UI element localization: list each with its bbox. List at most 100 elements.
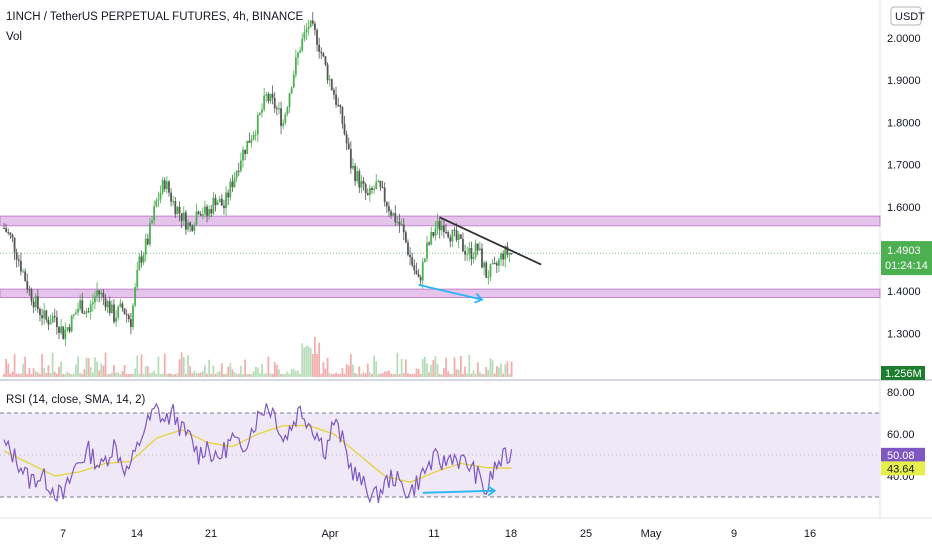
candle-body: [320, 51, 323, 54]
candle-body: [197, 211, 200, 214]
currency-button-label[interactable]: USDT: [895, 11, 925, 23]
candle-body: [104, 297, 107, 308]
volume-bar: [159, 373, 162, 377]
candle-body: [400, 224, 403, 226]
candle-body: [206, 206, 208, 216]
volume-bar: [426, 363, 428, 377]
candle-body: [261, 109, 263, 113]
candle-body: [256, 114, 259, 135]
candle-body: [301, 38, 304, 51]
volume-bar: [157, 356, 160, 377]
candle-body: [502, 253, 505, 260]
candle-body: [275, 108, 278, 110]
time-tick-label: 18: [505, 528, 517, 540]
candle-body: [130, 319, 132, 328]
volume-bar: [134, 368, 137, 377]
candle-body: [102, 292, 105, 298]
candle-body: [447, 232, 450, 238]
price-arrow-head: [474, 293, 484, 304]
candle-body: [210, 209, 213, 214]
candle-body: [413, 265, 416, 271]
candle-body: [233, 177, 236, 188]
volume-bar: [142, 373, 145, 377]
volume-bar: [459, 355, 462, 377]
volume-bar: [398, 373, 401, 377]
candle-body: [62, 326, 65, 339]
candle-body: [373, 189, 376, 191]
volume-bar: [385, 371, 388, 377]
rsi-divergence-arrow[interactable]: [422, 485, 497, 497]
candle-body: [506, 246, 509, 255]
volume-bar: [235, 373, 238, 377]
volume-bar: [282, 373, 285, 377]
volume-bar: [244, 359, 247, 377]
candle-body: [457, 234, 460, 240]
candle-body: [246, 140, 249, 154]
volume-bar: [261, 363, 263, 377]
volume-bar: [438, 373, 441, 377]
volume-bar: [506, 361, 509, 377]
volume-bar: [358, 366, 361, 377]
candle-body: [159, 192, 162, 200]
currency-button[interactable]: USDT: [890, 6, 925, 26]
volume-bar: [212, 365, 215, 377]
volume-bar: [32, 368, 35, 377]
candle-body: [352, 165, 354, 169]
volume-bar: [388, 370, 390, 377]
candle-body: [81, 300, 84, 314]
candle-body: [15, 252, 18, 260]
volume-bar: [299, 373, 301, 377]
candle-body: [77, 308, 79, 313]
volume-bar: [201, 370, 204, 377]
volume-bar: [55, 373, 58, 377]
candle-body: [417, 274, 420, 278]
candle-body: [125, 314, 128, 316]
candle-body: [472, 257, 475, 260]
volume-bar: [136, 355, 139, 377]
volume-legend[interactable]: Vol: [6, 31, 22, 43]
rsi-legend[interactable]: RSI (14, close, SMA, 14, 2): [6, 394, 146, 406]
main-panel[interactable]: [0, 0, 880, 378]
candle-body: [140, 256, 143, 263]
candle-body: [208, 209, 211, 216]
candle-body: [89, 304, 92, 312]
candle-body: [204, 206, 206, 215]
price-divergence-arrow[interactable]: [418, 283, 484, 304]
volume-bar: [34, 371, 37, 377]
last-price-value: 1.4903: [887, 245, 921, 257]
volume-bar: [178, 359, 181, 377]
volume-bar: [125, 373, 128, 377]
volume-bar: [377, 373, 380, 377]
candle-body: [434, 228, 437, 236]
candle-body: [79, 300, 82, 309]
volume-bar: [43, 368, 46, 377]
candle-body: [49, 322, 52, 325]
candle-body: [305, 29, 308, 33]
candle-body: [498, 259, 500, 266]
volume-bar: [354, 373, 356, 377]
volume-bar: [130, 373, 132, 377]
volume-bar: [447, 371, 450, 377]
volume-bar: [269, 373, 272, 377]
trendline[interactable]: [439, 216, 542, 266]
volume-bar: [64, 373, 67, 377]
candle-body: [273, 97, 276, 109]
volume-bar: [328, 373, 331, 377]
candle-body: [191, 226, 194, 231]
volume-bar: [193, 370, 196, 377]
volume-bar: [290, 369, 293, 377]
candle-body: [39, 309, 41, 316]
volume-bar: [168, 373, 170, 377]
candle-body: [440, 225, 443, 231]
candle-body: [341, 107, 344, 124]
volume-bar: [284, 373, 287, 377]
volume-bar: [70, 374, 73, 377]
volume-bar: [11, 371, 14, 377]
volume-bar: [301, 343, 304, 377]
chart-title[interactable]: 1INCH / TetherUS PERPETUAL FUTURES, 4h, …: [6, 11, 303, 23]
candle-body: [36, 296, 39, 310]
rsi-tick-label: 80.00: [887, 387, 915, 399]
candle-body: [383, 187, 386, 202]
volume-bar: [170, 373, 172, 377]
